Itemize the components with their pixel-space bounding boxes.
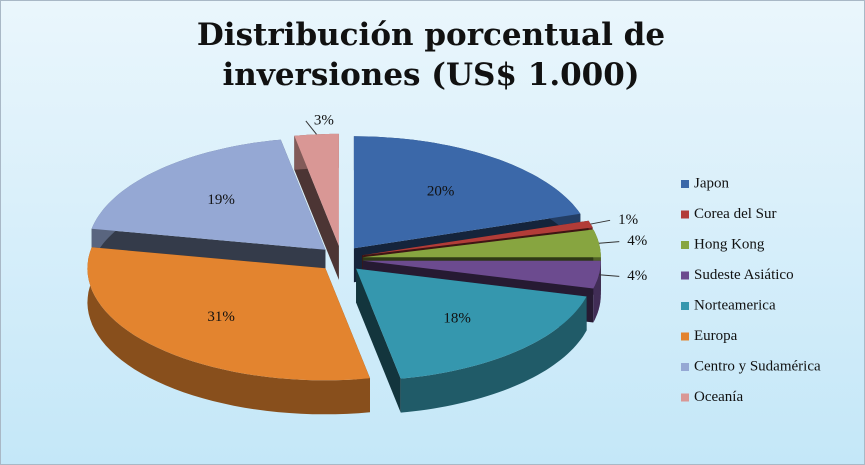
leader-line (590, 219, 611, 225)
slice (87, 247, 371, 381)
legend-label: Hong Kong (694, 236, 765, 252)
data-label: 31% (207, 309, 235, 325)
slice-side (294, 135, 339, 280)
slice-wall (87, 247, 371, 415)
slice-wall (400, 296, 587, 413)
legend-label: Oceanía (694, 389, 743, 405)
legend-swatch (681, 180, 689, 188)
legend-swatch (681, 332, 689, 341)
slice (362, 229, 601, 258)
data-label: 3% (314, 112, 334, 128)
leader-line (598, 274, 620, 277)
slice (362, 260, 601, 289)
slice (353, 136, 581, 249)
slice (91, 139, 326, 250)
leader-line (305, 120, 317, 135)
slice (294, 133, 339, 246)
legend-swatch (681, 241, 689, 249)
data-label: 20% (427, 184, 455, 200)
leader-line (598, 241, 620, 244)
slice (356, 268, 587, 379)
legend-swatch (681, 363, 689, 371)
legend-label: Sudeste Asiático (694, 267, 794, 283)
legend-label: Japon (694, 175, 729, 191)
legend-swatch (681, 393, 689, 402)
data-label: 18% (443, 311, 471, 327)
data-label: 4% (627, 233, 647, 249)
data-label: 4% (627, 268, 647, 284)
legend-swatch (681, 271, 689, 280)
legend-label: Corea del Sur (694, 206, 776, 222)
legend-label: Norteamerica (694, 297, 776, 313)
slice (362, 220, 593, 256)
data-label: 1% (618, 212, 638, 228)
legend-swatch (681, 210, 689, 219)
slice-side (356, 268, 401, 413)
data-label: 19% (207, 192, 235, 208)
slice-wall (593, 260, 601, 323)
legend-label: Europa (694, 328, 738, 344)
chart-title: Distribución porcentual de inversiones (… (196, 17, 666, 93)
legend-label: Centro y Sudamérica (694, 358, 821, 374)
legend-swatch (681, 302, 689, 310)
